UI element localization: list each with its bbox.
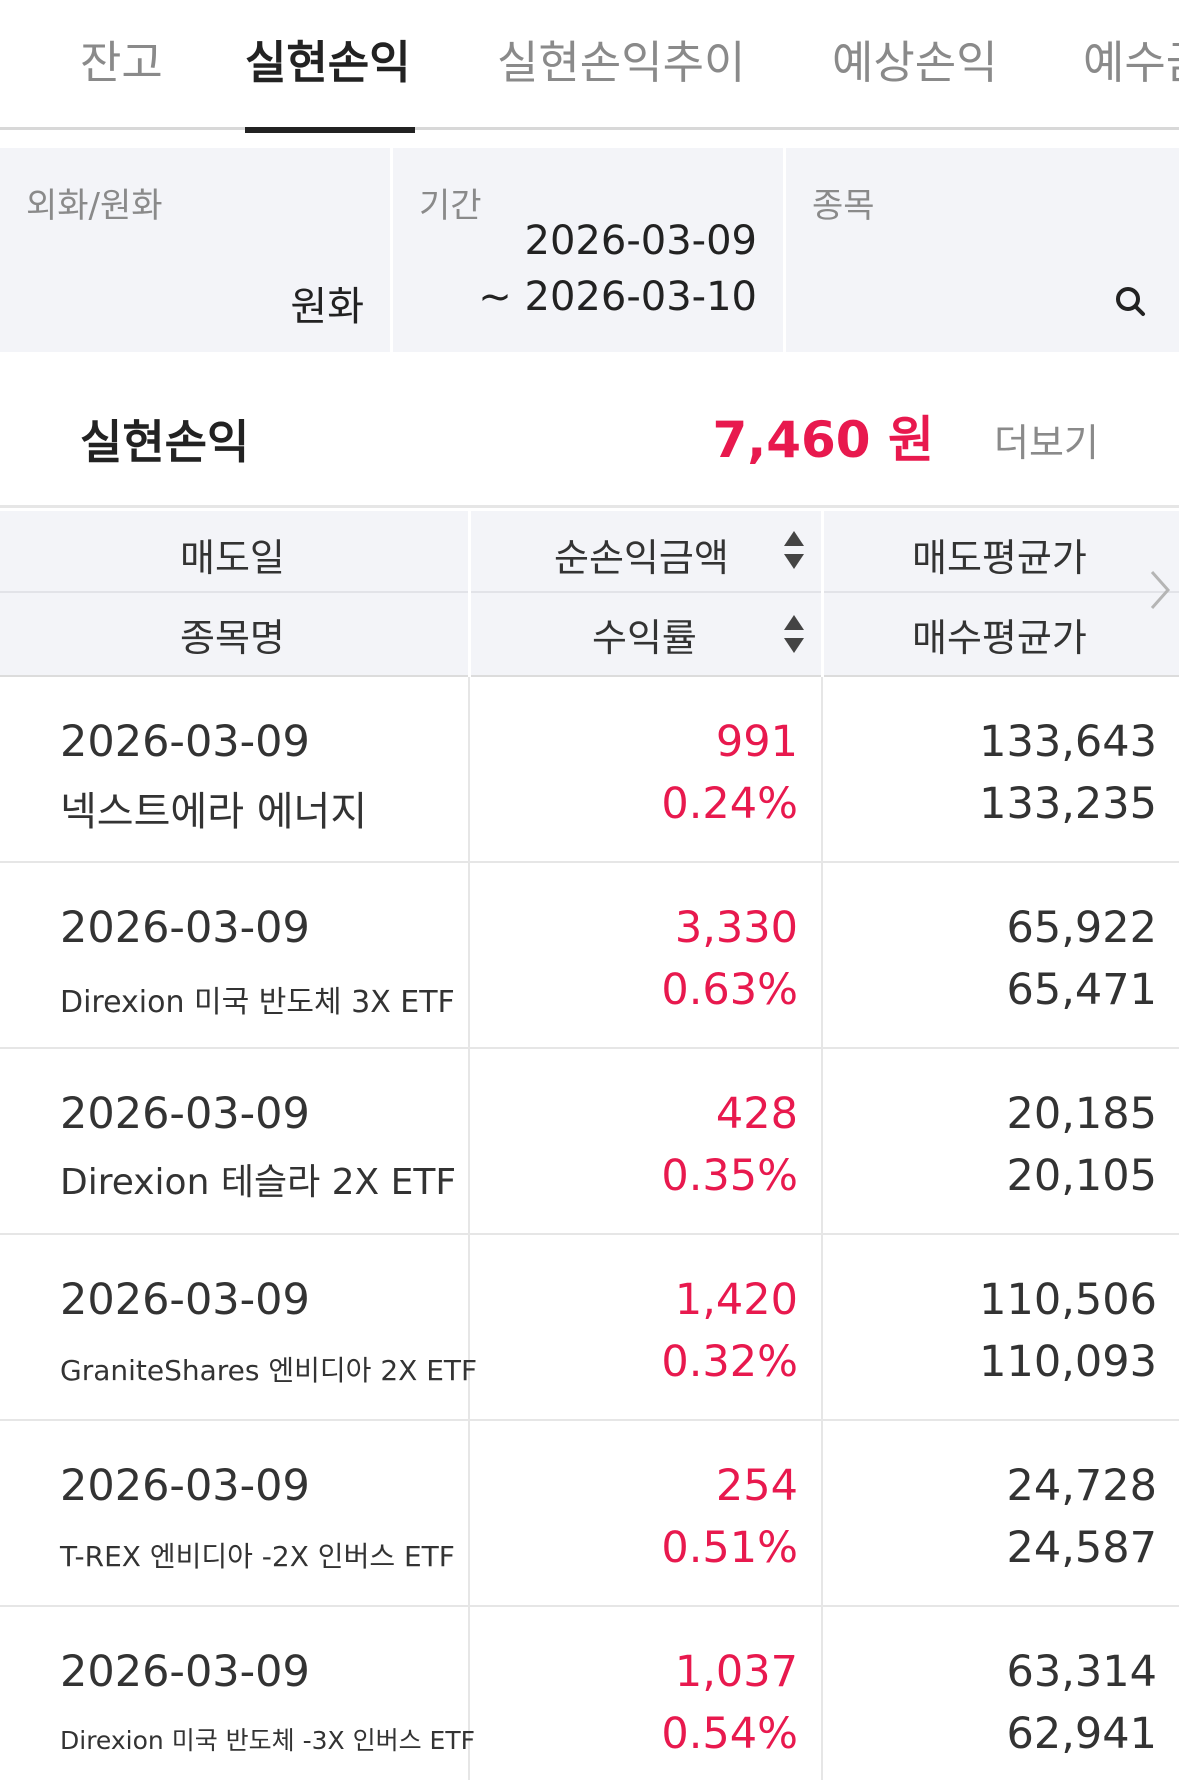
row-divider — [468, 1421, 470, 1607]
tab-label: 예상손익 — [832, 36, 998, 89]
row-divider — [821, 677, 823, 863]
net-profit: 1,037 — [674, 1647, 798, 1697]
stock-label: 종목 — [812, 186, 875, 226]
sell-avg-price: 20,185 — [1006, 1089, 1157, 1139]
sell-avg-price: 24,728 — [1006, 1461, 1157, 1511]
realized-pl-summary: 실현손익 7,460 원 더보기 — [0, 352, 1179, 508]
buy-avg-price: 133,235 — [979, 779, 1157, 829]
sell-date: 2026-03-09 — [60, 903, 310, 953]
table-row[interactable]: 2026-03-09 넥스트에라 에너지 991 0.24% 133,643 1… — [0, 677, 1179, 863]
sort-icon[interactable] — [782, 613, 806, 655]
return-rate: 0.35% — [661, 1151, 798, 1201]
net-profit: 991 — [715, 717, 798, 767]
tab-label: 잔고 — [80, 36, 163, 89]
net-profit: 1,420 — [674, 1275, 798, 1325]
search-icon[interactable] — [1109, 280, 1153, 324]
header-net-profit[interactable]: 순손익금액 — [554, 536, 729, 580]
sell-avg-price: 63,314 — [1006, 1647, 1157, 1697]
return-rate: 0.54% — [661, 1709, 798, 1759]
sell-date: 2026-03-09 — [60, 1461, 310, 1511]
header-sell-date: 매도일 — [180, 536, 285, 580]
active-tab-indicator — [245, 127, 415, 133]
net-profit: 3,330 — [674, 903, 798, 953]
net-profit: 428 — [715, 1089, 798, 1139]
row-divider — [468, 1607, 470, 1780]
return-rate: 0.32% — [661, 1337, 798, 1387]
buy-avg-price: 24,587 — [1006, 1523, 1157, 1573]
filter-panel: 외화/원화 원화 기간 2026-03-09 ~ 2026-03-10 종목 — [0, 148, 1179, 352]
table-row[interactable]: 2026-03-09 Direxion 미국 반도체 -3X 인버스 ETF 1… — [0, 1607, 1179, 1780]
row-divider — [468, 677, 470, 863]
return-rate: 0.24% — [661, 779, 798, 829]
buy-avg-price: 62,941 — [1006, 1709, 1157, 1759]
tab-balance[interactable]: 잔고 — [80, 26, 163, 130]
return-rate: 0.63% — [661, 965, 798, 1015]
row-divider — [821, 1235, 823, 1421]
stock-name: T-REX 엔비디아 -2X 인버스 ETF — [60, 1540, 455, 1573]
header-buy-avg: 매수평균가 — [912, 616, 1087, 660]
table-row[interactable]: 2026-03-09 Direxion 미국 반도체 3X ETF 3,330 … — [0, 863, 1179, 1049]
row-divider — [821, 863, 823, 1049]
summary-value: 7,460 원 — [712, 411, 934, 469]
summary-label: 실현손익 — [80, 415, 250, 469]
sell-date: 2026-03-09 — [60, 1089, 310, 1139]
header-stock-name: 종목명 — [180, 616, 285, 660]
row-divider — [468, 863, 470, 1049]
table-row[interactable]: 2026-03-09 GraniteShares 엔비디아 2X ETF 1,4… — [0, 1235, 1179, 1421]
tab-expected-pl[interactable]: 예상손익 — [832, 26, 998, 130]
period-selector[interactable]: 기간 2026-03-09 ~ 2026-03-10 — [393, 148, 783, 352]
row-divider — [821, 1607, 823, 1780]
stock-name: Direxion 미국 반도체 -3X 인버스 ETF — [60, 1726, 475, 1755]
buy-avg-price: 65,471 — [1006, 965, 1157, 1015]
header-sell-avg: 매도평균가 — [912, 536, 1087, 580]
stock-name: Direxion 테슬라 2X ETF — [60, 1162, 457, 1203]
currency-value: 원화 — [290, 284, 364, 330]
tab-label: 예수금 — [1083, 36, 1179, 89]
tab-realized-pl[interactable]: 실현손익 — [245, 26, 415, 133]
tab-label: 실현손익 — [245, 36, 411, 89]
period-start: 2026-03-09 — [524, 218, 757, 264]
sell-date: 2026-03-09 — [60, 1275, 310, 1325]
row-divider — [821, 1049, 823, 1235]
stock-search-field[interactable]: 종목 — [786, 148, 1179, 352]
period-label: 기간 — [419, 186, 482, 226]
row-divider — [468, 1235, 470, 1421]
header-divider — [468, 511, 471, 677]
more-button[interactable]: 더보기 — [994, 421, 1099, 465]
row-divider — [821, 1421, 823, 1607]
table-row[interactable]: 2026-03-09 Direxion 테슬라 2X ETF 428 0.35%… — [0, 1049, 1179, 1235]
stock-name: 넥스트에라 에너지 — [60, 789, 368, 835]
buy-avg-price: 20,105 — [1006, 1151, 1157, 1201]
sell-avg-price: 133,643 — [979, 717, 1157, 767]
filter-divider — [783, 148, 786, 352]
stock-name: GraniteShares 엔비디아 2X ETF — [60, 1354, 478, 1387]
row-divider — [468, 1049, 470, 1235]
header-divider — [821, 511, 824, 677]
tab-deposit[interactable]: 예수금 — [1083, 26, 1179, 130]
table-row[interactable]: 2026-03-09 T-REX 엔비디아 -2X 인버스 ETF 254 0.… — [0, 1421, 1179, 1607]
sort-icon[interactable] — [782, 529, 806, 571]
currency-label: 외화/원화 — [26, 186, 163, 226]
tab-label: 실현손익추이 — [497, 36, 746, 89]
header-divider — [0, 591, 1179, 593]
sell-avg-price: 110,506 — [979, 1275, 1157, 1325]
currency-selector[interactable]: 외화/원화 원화 — [0, 148, 390, 352]
period-end: ~ 2026-03-10 — [478, 274, 757, 320]
sell-avg-price: 65,922 — [1006, 903, 1157, 953]
table-header: 매도일 순손익금액 매도평균가 종목명 수익률 매수평균가 — [0, 511, 1179, 677]
tab-realized-pl-trend[interactable]: 실현손익추이 — [497, 26, 745, 130]
sell-date: 2026-03-09 — [60, 717, 310, 767]
chevron-right-icon[interactable] — [1148, 568, 1172, 612]
tab-bar: 잔고 실현손익 실현손익추이 예상손익 예수금 — [0, 0, 1179, 133]
buy-avg-price: 110,093 — [979, 1337, 1157, 1387]
sell-date: 2026-03-09 — [60, 1647, 310, 1697]
stock-name: Direxion 미국 반도체 3X ETF — [60, 985, 455, 1020]
return-rate: 0.51% — [661, 1523, 798, 1573]
net-profit: 254 — [715, 1461, 798, 1511]
filter-divider — [390, 148, 393, 352]
header-return-rate[interactable]: 수익률 — [592, 616, 697, 660]
